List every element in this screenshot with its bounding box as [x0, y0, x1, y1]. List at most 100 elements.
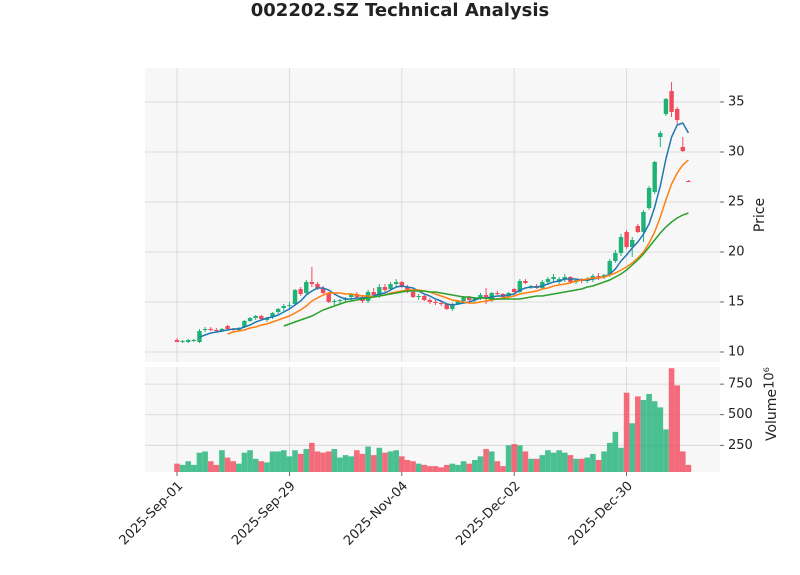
volume-bar — [230, 461, 236, 472]
volume-bar — [674, 385, 680, 472]
volume-bar — [359, 453, 366, 472]
candle-body — [388, 284, 393, 289]
volume-bar — [545, 450, 551, 472]
candle-body — [495, 293, 500, 294]
volume-bar — [685, 464, 692, 472]
candle-body — [601, 275, 607, 277]
y-tick-label: 30 — [728, 145, 745, 160]
volume-bar — [213, 464, 220, 472]
volume-bar — [517, 445, 523, 472]
volume-bar — [590, 453, 596, 472]
volume-bar — [404, 460, 411, 472]
volume-bar — [196, 452, 203, 472]
candle-body — [377, 287, 382, 295]
volume-bar — [657, 407, 664, 472]
candle-body — [191, 340, 197, 341]
volume-bar — [382, 452, 388, 472]
x-tick-label: 2025-Dec-30 — [566, 479, 636, 549]
volume-bar — [191, 464, 197, 472]
y-tick-label: 25 — [728, 195, 745, 210]
candle-body — [658, 133, 663, 137]
price-panel — [145, 68, 720, 362]
volume-bar — [494, 461, 501, 472]
volume-bar — [466, 463, 473, 472]
x-tick-label: 2025-Sep-01 — [117, 479, 187, 549]
volume-bar — [640, 400, 647, 472]
candle-body — [275, 309, 281, 312]
volume-bar — [511, 444, 517, 472]
candle-body — [382, 287, 388, 290]
volume-bar — [646, 393, 652, 472]
candle-body — [680, 147, 685, 151]
y-tick-label: 10 — [728, 345, 745, 360]
volume-bar — [247, 450, 253, 472]
volume-bar — [460, 461, 467, 472]
candle-body — [247, 318, 253, 321]
candle-body — [652, 162, 657, 192]
volume-bar — [314, 451, 321, 472]
volume-bar — [505, 445, 512, 472]
volume-bar — [472, 460, 478, 472]
candle-body — [467, 297, 472, 300]
candle-body — [292, 290, 298, 304]
candle-body — [349, 294, 354, 297]
y-tick-label: 35 — [728, 95, 745, 110]
y-axis-label: Price — [752, 198, 768, 232]
volume-bar — [292, 450, 298, 472]
candle-body — [596, 276, 601, 277]
volume-bar — [241, 452, 248, 472]
candle-body — [674, 109, 680, 120]
chart-title: 002202.SZ Technical Analysis — [251, 0, 549, 21]
candle-body — [483, 295, 489, 299]
volume-bar — [556, 450, 562, 472]
volume-bar — [606, 442, 613, 472]
volume-bar — [528, 458, 534, 472]
candle-body — [663, 99, 669, 114]
volume-bar — [309, 442, 315, 472]
x-tick-label: 2025-Dec-02 — [453, 479, 523, 549]
volume-bar — [477, 456, 484, 472]
volume-bar — [410, 461, 416, 472]
candle-body — [618, 237, 624, 253]
candle-body — [422, 296, 427, 300]
candle-body — [320, 288, 326, 293]
candle-body — [444, 304, 449, 309]
candle-body — [450, 304, 455, 309]
volume-bar — [224, 457, 231, 472]
volume-bar — [331, 448, 338, 472]
volume-bar — [286, 456, 293, 472]
volume-bar — [348, 456, 355, 472]
candle-body — [641, 212, 646, 232]
volume-bar — [438, 467, 444, 472]
candle-body — [242, 321, 247, 327]
candle-body — [523, 281, 528, 283]
candle-body — [309, 282, 315, 284]
volume-bar — [393, 450, 399, 472]
candle-body — [686, 181, 691, 182]
volume-bar — [354, 450, 360, 472]
candle-body — [433, 302, 438, 303]
volume-bar — [578, 458, 585, 472]
candle-body — [225, 326, 230, 329]
volume-bar — [415, 463, 422, 472]
volume-bar — [432, 466, 439, 472]
volume-bar — [595, 460, 602, 472]
candle-body — [478, 295, 483, 298]
candle-body — [298, 289, 303, 294]
volume-bar — [449, 463, 456, 472]
volume-bar — [280, 450, 287, 472]
volume-bar — [584, 457, 591, 472]
ma-line — [283, 212, 689, 327]
volume-bar — [365, 446, 371, 472]
candle-body — [416, 296, 421, 297]
candle-body — [399, 282, 404, 287]
candle-body — [337, 300, 343, 301]
candle-body — [562, 277, 567, 279]
candle-body — [472, 298, 478, 300]
volume-bar — [376, 447, 383, 472]
candle-body — [326, 293, 331, 302]
volume-bar — [252, 458, 259, 472]
volume-bar — [550, 452, 557, 472]
candle-body — [646, 188, 652, 208]
